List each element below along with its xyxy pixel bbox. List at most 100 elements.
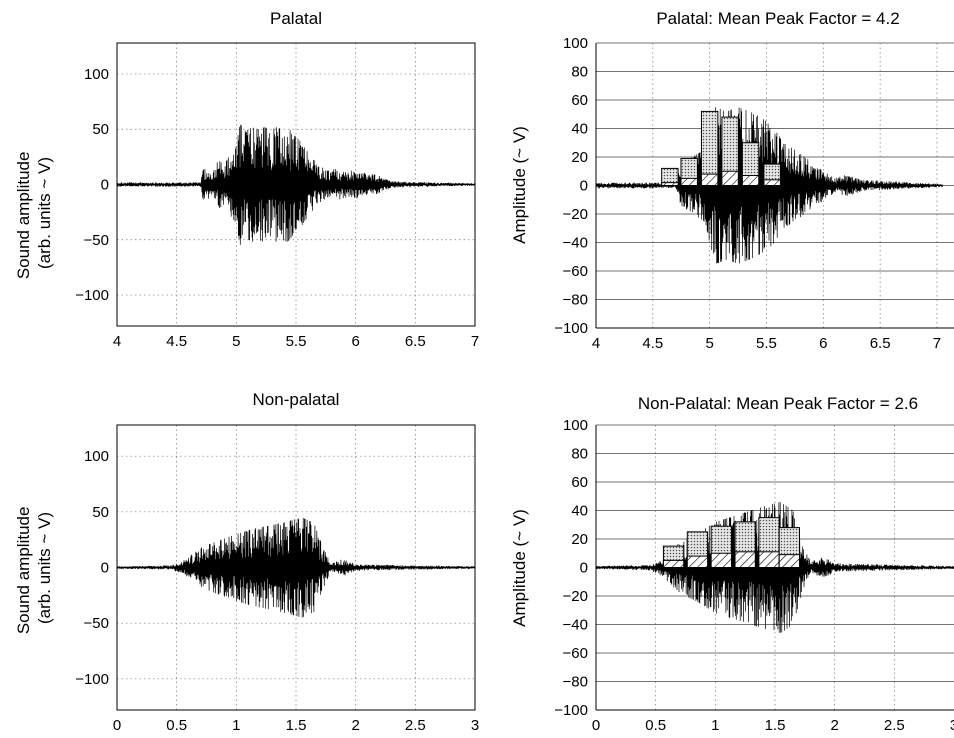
x-tick-label: 4.5	[166, 333, 187, 350]
y-tick-label: −60	[563, 263, 588, 280]
plot-frame	[116, 424, 476, 711]
waveform-trace	[116, 124, 476, 245]
data-marks	[595, 107, 943, 264]
y-tick-label: 20	[571, 531, 588, 548]
y-tick-label: −20	[563, 206, 588, 223]
x-tick-label: 2.5	[884, 717, 905, 734]
rms-bar	[686, 555, 709, 568]
data-marks	[116, 517, 476, 618]
x-tick-label: 0.5	[166, 717, 187, 734]
plot-frame	[116, 42, 476, 327]
y-axis-label-line: Sound amplitude	[14, 507, 33, 635]
x-tick-label: 0	[592, 717, 600, 734]
y-tick-label: 50	[92, 121, 109, 138]
x-tick-label: 6	[819, 335, 827, 352]
x-tick-label: 1.5	[765, 717, 786, 734]
y-tick-label: 20	[571, 149, 588, 166]
y-tick-label: 100	[84, 66, 109, 83]
y-tick-label: 40	[571, 503, 588, 520]
y-tick-label: 0	[101, 177, 109, 194]
y-tick-label: 40	[571, 121, 588, 138]
tick-labels: 4 4.5 5 5.5 6 6.5 7 −100 −50 0 50 100	[75, 66, 479, 350]
rms-bar	[734, 551, 756, 569]
chart-palatal-peak-factor: Palatal: Mean Peak Factor = 4.2 Amplitud…	[510, 9, 954, 352]
chart-title: Non-Palatal: Mean Peak Factor = 2.6	[638, 394, 918, 413]
chart-nonpalatal-peak-factor: Non-Palatal: Mean Peak Factor = 2.6 Ampl…	[510, 394, 954, 734]
data-marks	[116, 124, 476, 245]
x-tick-label: 4	[113, 333, 121, 350]
tick-labels: 0 0.5 1 1.5 2 2.5 3 −100 −50 0 50 100	[75, 448, 479, 734]
y-tick-label: −20	[563, 588, 588, 605]
y-tick-label: 60	[571, 474, 588, 491]
x-tick-label: 6.5	[405, 333, 426, 350]
y-tick-label: −100	[554, 320, 588, 337]
x-tick-label: 2	[830, 717, 838, 734]
rms-bar	[758, 551, 780, 569]
rms-bar	[710, 552, 732, 568]
x-tick-label: 1.5	[286, 717, 307, 734]
y-tick-label: 80	[571, 64, 588, 81]
data-marks	[595, 502, 954, 633]
y-tick-label: 100	[84, 448, 109, 465]
x-tick-label: 6.5	[870, 335, 891, 352]
x-tick-label: 3	[950, 717, 954, 734]
x-tick-label: 3	[471, 717, 479, 734]
x-tick-label: 5.5	[286, 333, 307, 350]
chart-title: Palatal	[270, 9, 322, 28]
x-tick-label: 4.5	[642, 335, 663, 352]
y-tick-label: 80	[571, 446, 588, 463]
x-tick-label: 1	[711, 717, 719, 734]
x-tick-label: 0	[113, 717, 121, 734]
chart-nonpalatal-waveform: Non-palatal Sound amplitude (arb. units …	[14, 390, 479, 734]
y-tick-label: 0	[580, 560, 588, 577]
rms-bar	[778, 554, 800, 568]
y-tick-label: −80	[563, 674, 588, 691]
x-tick-label: 1	[232, 717, 240, 734]
y-axis-label-line: (arb. units ~ V)	[35, 512, 54, 624]
y-tick-label: −50	[84, 615, 109, 632]
rms-bar	[763, 179, 781, 187]
waveform-trace	[595, 107, 943, 264]
x-tick-label: 5	[232, 333, 240, 350]
x-tick-label: 5	[705, 335, 713, 352]
chart-palatal-waveform: Palatal Sound amplitude (arb. units ~ V)…	[14, 9, 479, 350]
waveform-trace	[595, 502, 954, 633]
y-tick-label: −100	[554, 702, 588, 719]
y-tick-label: −60	[563, 645, 588, 662]
tick-labels: 4 4.5 5 5.5 6 6.5 7 −100 −80 −60 −40 −20 0 20 40 60 80 10…	[554, 35, 941, 352]
x-tick-label: 4	[592, 335, 600, 352]
y-tick-label: 100	[563, 417, 588, 434]
y-tick-label: 50	[92, 504, 109, 521]
y-tick-label: −100	[75, 287, 109, 304]
x-tick-label: 2.5	[405, 717, 426, 734]
rms-bar	[680, 177, 698, 186]
x-tick-label: 6	[351, 333, 359, 350]
x-tick-label: 7	[471, 333, 479, 350]
rms-bar	[662, 559, 685, 568]
y-axis-label: Sound amplitude (arb. units ~ V)	[14, 502, 54, 634]
y-tick-label: 100	[563, 35, 588, 52]
y-tick-label: −80	[563, 292, 588, 309]
chart-title: Palatal: Mean Peak Factor = 4.2	[656, 9, 899, 28]
y-tick-label: −100	[75, 671, 109, 688]
y-tick-label: −40	[563, 617, 588, 634]
y-tick-label: 0	[580, 178, 588, 195]
rms-bar	[661, 182, 679, 186]
rms-bar	[721, 170, 739, 186]
y-axis-label: Amplitude (~ V)	[510, 126, 529, 244]
y-axis-label: Sound amplitude (arb. units ~ V)	[14, 147, 54, 279]
y-axis-label-line: Sound amplitude	[14, 152, 33, 280]
y-axis-label: Amplitude (~ V)	[510, 509, 529, 627]
rms-bar	[741, 175, 760, 186]
waveform-trace	[116, 517, 476, 618]
x-tick-label: 5.5	[756, 335, 777, 352]
y-tick-label: −40	[563, 235, 588, 252]
rms-bar	[700, 173, 719, 187]
y-axis-label-line: (arb. units ~ V)	[35, 157, 54, 269]
y-tick-label: 60	[571, 92, 588, 109]
y-tick-label: −50	[84, 232, 109, 249]
chart-title: Non-palatal	[253, 390, 340, 409]
x-tick-label: 0.5	[645, 717, 666, 734]
x-tick-label: 7	[933, 335, 941, 352]
